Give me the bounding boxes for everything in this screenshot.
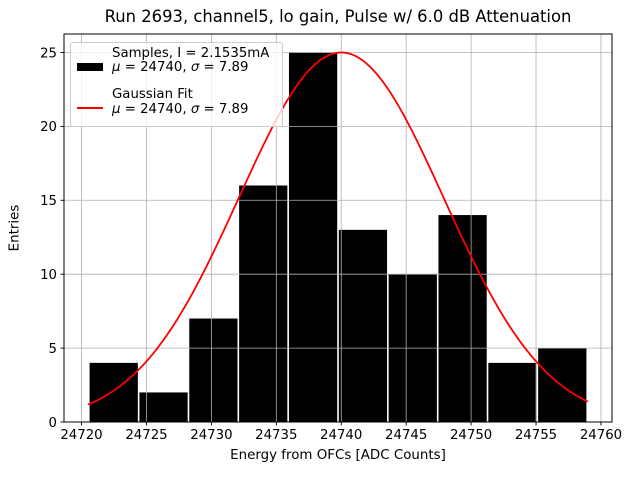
sigma-value: = 7.89 [199, 101, 249, 117]
legend: Samples, I = 2.1535mA μ = 24740, σ = 7.8… [70, 42, 283, 127]
x-axis-label: Energy from OFCs [ADC Counts] [230, 448, 446, 463]
samples-patch-swatch [77, 63, 103, 71]
gaussian-swatch-column [77, 88, 104, 116]
histogram-bar [438, 215, 487, 422]
mu-value: = 24740, [120, 60, 191, 76]
histogram-bar [239, 185, 288, 422]
y-tick-label: 20 [40, 120, 57, 135]
gaussian-line-swatch [77, 107, 103, 110]
legend-gaussian-label: Gaussian Fit [112, 87, 193, 103]
axes-spines [63, 33, 613, 423]
legend-samples-label: Samples, I = 2.1535mA [112, 46, 270, 61]
sigma-symbol: σ [190, 60, 200, 76]
legend-entry-samples: Samples, I = 2.1535mA μ = 24740, σ = 7.8… [77, 46, 276, 75]
y-tick-label: 15 [40, 194, 57, 209]
y-tick-label: 0 [49, 416, 57, 431]
x-tick-label: 24745 [385, 428, 427, 443]
x-tick-label: 24750 [450, 428, 492, 443]
samples-swatch-column [77, 47, 104, 75]
x-tick-label: 24730 [190, 428, 232, 443]
x-tick-label: 24735 [255, 428, 297, 443]
x-tick-label: 24760 [580, 428, 622, 443]
histogram-bar [89, 362, 138, 422]
histogram-bar [488, 362, 537, 422]
legend-entry-gaussian-fit: Gaussian Fit μ = 24740, σ = 7.89 [77, 88, 276, 116]
histogram-bar [189, 318, 238, 422]
samples-legend-text: Samples, I = 2.1535mA μ = 24740, σ = 7.8… [112, 46, 270, 75]
sigma-symbol: σ [190, 101, 200, 117]
legend-samples-stats: μ = 24740, σ = 7.89 [112, 61, 269, 75]
histogram-bar [288, 52, 338, 422]
x-tick-label: 24725 [125, 428, 167, 443]
x-tick-label: 24755 [515, 428, 557, 443]
y-tick-label: 5 [49, 342, 57, 357]
histogram-bar [338, 229, 388, 422]
chart-title: Run 2693, channel5, lo gain, Pulse w/ 6.… [104, 7, 572, 26]
x-tick-label: 24740 [320, 428, 362, 443]
mu-symbol: μ [112, 101, 121, 117]
histogram-bar [139, 392, 188, 422]
mu-value: = 24740, [120, 101, 191, 117]
gaussian-fit-curve [87, 51, 589, 406]
legend-gaussian-stats: μ = 24740, σ = 7.89 [112, 101, 249, 117]
sigma-value: = 7.89 [199, 60, 249, 76]
y-tick-label: 25 [40, 46, 57, 61]
y-tick-label: 10 [40, 268, 57, 283]
y-axis-label: Entries [7, 204, 23, 252]
mu-symbol: μ [112, 60, 121, 76]
gaussian-legend-text: Gaussian Fit μ = 24740, σ = 7.89 [112, 87, 249, 117]
x-tick-label: 24720 [60, 428, 102, 443]
